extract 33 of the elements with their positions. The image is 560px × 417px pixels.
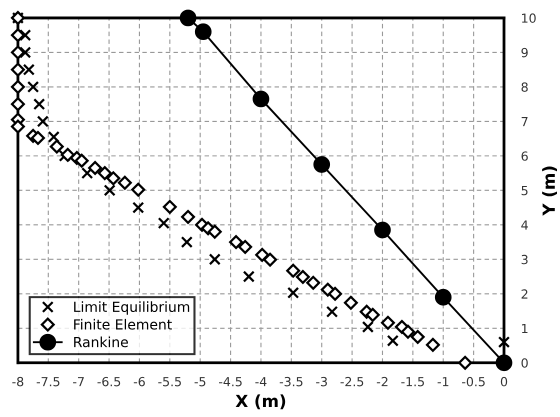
x-tick-label: -2 — [376, 376, 388, 386]
y-tick-label: 8 — [522, 82, 528, 92]
x-tick-label: -6.5 — [97, 376, 120, 386]
x-tick-label: -0.5 — [462, 376, 485, 386]
x-tick-label: -2.5 — [340, 376, 364, 386]
x-tick-label: -5.5 — [158, 377, 181, 386]
x-tick-label: -6 — [134, 376, 145, 386]
y-tick-label: 9 — [521, 48, 528, 58]
x-tick-label: -3 — [316, 376, 327, 386]
y-tick-label: 3 — [522, 254, 528, 264]
x-tick-label: -1.5 — [401, 377, 424, 386]
y-tick-label: 1 — [522, 324, 528, 334]
x-tick-label: -7.5 — [36, 377, 60, 386]
legend-label: Rankine — [74, 336, 128, 348]
x-tick-label: 0 — [500, 376, 508, 386]
x-tick-label: -3.5 — [280, 376, 302, 386]
x-axis-title: X (m) — [236, 394, 286, 410]
x-tick-label: -5 — [194, 377, 206, 386]
x-tick-label: -4 — [255, 377, 266, 386]
y-tick-label: 4 — [521, 220, 528, 230]
y-tick-label: 7 — [522, 117, 528, 126]
x-tick-label: -4.5 — [218, 377, 242, 386]
y-tick-label: 6 — [522, 151, 528, 161]
x-tick-label: -7 — [73, 377, 84, 386]
y-axis-title: Y (m) — [542, 166, 557, 216]
y-tick-label: 10 — [522, 13, 536, 23]
y-tick-label: 2 — [522, 289, 528, 299]
legend-label: Finite Element — [74, 318, 172, 330]
x-tick-label: -1 — [438, 377, 448, 386]
y-tick-label: 0 — [521, 358, 528, 368]
legend-label: Limit Equilibrium — [74, 301, 190, 315]
y-tick-label: 5 — [522, 186, 528, 196]
x-tick-label: -8 — [12, 376, 24, 386]
